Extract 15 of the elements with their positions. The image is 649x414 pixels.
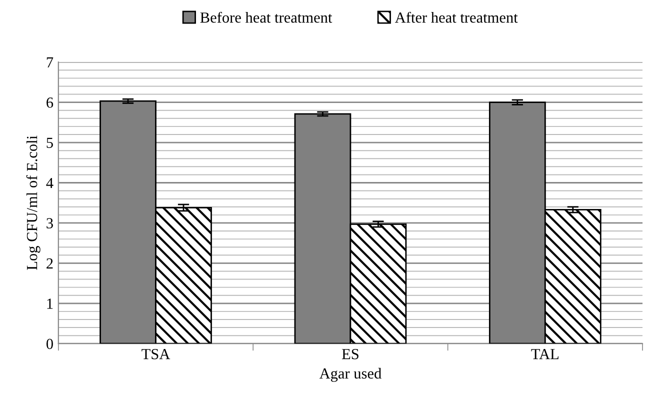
y-tick-label: 4 xyxy=(46,178,54,188)
legend-label: After heat treatment xyxy=(395,12,518,23)
y-tick-label: 2 xyxy=(46,258,53,268)
y-tick-label: 5 xyxy=(46,138,53,148)
legend-label: Before heat treatment xyxy=(200,12,332,23)
y-tick-label: 3 xyxy=(46,218,53,228)
y-tick-label: 6 xyxy=(46,98,54,108)
x-tick-label: TAL xyxy=(531,348,558,360)
y-tick-label: 1 xyxy=(47,298,53,309)
y-tick-label: 0 xyxy=(46,338,53,350)
x-tick-label: TSA xyxy=(142,348,170,360)
x-tick-label: ES xyxy=(342,348,358,360)
y-axis-title: Log CFU/ml of E.coli xyxy=(26,136,40,270)
y-tick-label: 7 xyxy=(46,57,54,68)
x-axis-title: Agar used xyxy=(319,368,382,382)
